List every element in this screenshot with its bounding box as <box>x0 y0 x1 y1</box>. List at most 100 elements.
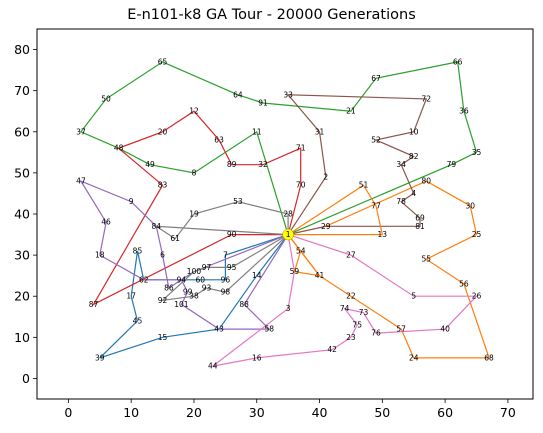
node-label-8: 8 <box>192 168 197 177</box>
node-label-5: 5 <box>411 292 416 301</box>
node-label-86: 86 <box>164 284 174 293</box>
node-label-15: 15 <box>158 333 168 342</box>
node-label-2: 2 <box>323 173 328 182</box>
node-label-70: 70 <box>296 181 306 190</box>
node-label-53: 53 <box>233 197 243 206</box>
node-label-42: 42 <box>327 345 337 354</box>
node-label-10: 10 <box>409 127 419 136</box>
route-line-2 <box>287 180 490 359</box>
y-tick-label: 80 <box>14 42 30 57</box>
node-label-78: 78 <box>396 197 406 206</box>
y-tick-label: 60 <box>14 124 30 139</box>
y-tick-label: 40 <box>14 207 30 222</box>
node-label-81: 81 <box>415 222 425 231</box>
node-label-54: 54 <box>296 247 306 256</box>
node-label-45: 45 <box>133 316 143 325</box>
node-label-84: 84 <box>152 222 162 231</box>
x-tick-label: 60 <box>437 405 453 420</box>
node-label-83: 83 <box>158 181 168 190</box>
node-label-48: 48 <box>114 144 124 153</box>
node-label-7: 7 <box>223 251 228 260</box>
node-label-61: 61 <box>170 234 180 243</box>
node-label-76: 76 <box>371 329 381 338</box>
node-label-73: 73 <box>359 308 369 317</box>
route-line-7 <box>212 234 478 367</box>
y-tick-label: 30 <box>14 248 30 263</box>
x-tick-label: 50 <box>374 405 390 420</box>
node-label-82: 82 <box>409 152 419 161</box>
x-tick-label: 40 <box>312 405 328 420</box>
y-tick-label: 70 <box>14 83 30 98</box>
axes: 0 10 20 30 40 50 60 70 0 10 20 30 40 50 60 70 80 <box>14 42 516 420</box>
node-label-17: 17 <box>126 292 136 301</box>
node-label-91: 91 <box>258 99 268 108</box>
node-label-68: 68 <box>484 353 494 362</box>
node-label-6: 6 <box>160 251 165 260</box>
node-label-67: 67 <box>371 74 381 83</box>
x-tick-label: 20 <box>186 405 202 420</box>
node-label-20: 20 <box>158 127 168 136</box>
node-label-33: 33 <box>283 90 293 99</box>
y-tick-label: 0 <box>22 371 30 386</box>
depot-marker <box>282 228 294 241</box>
node-label-25: 25 <box>472 230 482 239</box>
node-label-79: 79 <box>447 160 457 169</box>
node-label-38: 38 <box>189 292 199 301</box>
node-label-11: 11 <box>252 127 262 136</box>
route-line-9 <box>286 184 384 277</box>
node-label-9: 9 <box>129 197 134 206</box>
node-label-100: 100 <box>187 267 202 276</box>
node-label-56: 56 <box>459 279 469 288</box>
node-label-90: 90 <box>227 230 237 239</box>
route-line-3 <box>79 61 478 236</box>
node-label-77: 77 <box>371 201 381 210</box>
node-label-96: 96 <box>221 275 231 284</box>
node-label-14: 14 <box>252 271 262 280</box>
node-label-21: 21 <box>346 107 356 116</box>
node-label-63: 63 <box>214 136 224 145</box>
node-label-59: 59 <box>290 267 300 276</box>
node-label-46: 46 <box>101 218 111 227</box>
node-label-95: 95 <box>227 263 237 272</box>
node-label-72: 72 <box>421 94 431 103</box>
node-label-74: 74 <box>340 304 350 313</box>
node-label-30: 30 <box>465 201 475 210</box>
route-line-6 <box>286 94 428 236</box>
node-label-66: 66 <box>453 57 463 66</box>
node-label-40: 40 <box>440 325 450 334</box>
node-label-16: 16 <box>252 353 262 362</box>
node-label-23: 23 <box>346 333 356 342</box>
depot-label: 1 <box>286 230 291 239</box>
node-label-94: 94 <box>177 275 187 284</box>
node-label-69: 69 <box>415 214 425 223</box>
node-label-44: 44 <box>208 362 218 371</box>
node-label-92: 92 <box>158 296 168 305</box>
node-label-22: 22 <box>346 292 356 301</box>
node-label-88: 88 <box>239 300 249 309</box>
node-label-41: 41 <box>315 271 325 280</box>
node-label-89: 89 <box>227 160 237 169</box>
node-label-27: 27 <box>346 251 356 260</box>
x-tick-label: 70 <box>500 405 516 420</box>
node-label-98: 98 <box>221 288 231 297</box>
node-label-50: 50 <box>101 94 111 103</box>
node-label-85: 85 <box>133 247 143 256</box>
y-tick-label: 50 <box>14 165 30 180</box>
node-label-51: 51 <box>359 181 369 190</box>
node-label-57: 57 <box>396 325 406 334</box>
node-label-3: 3 <box>286 304 291 313</box>
node-markers <box>282 228 294 241</box>
x-tick-label: 30 <box>249 405 265 420</box>
node-label-39: 39 <box>95 353 105 362</box>
node-label-29: 29 <box>321 222 331 231</box>
node-label-52: 52 <box>371 136 381 145</box>
node-label-13: 13 <box>378 230 388 239</box>
node-label-58: 58 <box>265 325 275 334</box>
node-label-97: 97 <box>202 263 212 272</box>
node-label-62: 62 <box>139 275 149 284</box>
route-line-4 <box>91 110 302 306</box>
x-tick-label: 10 <box>123 405 139 420</box>
node-label-12: 12 <box>189 107 199 116</box>
